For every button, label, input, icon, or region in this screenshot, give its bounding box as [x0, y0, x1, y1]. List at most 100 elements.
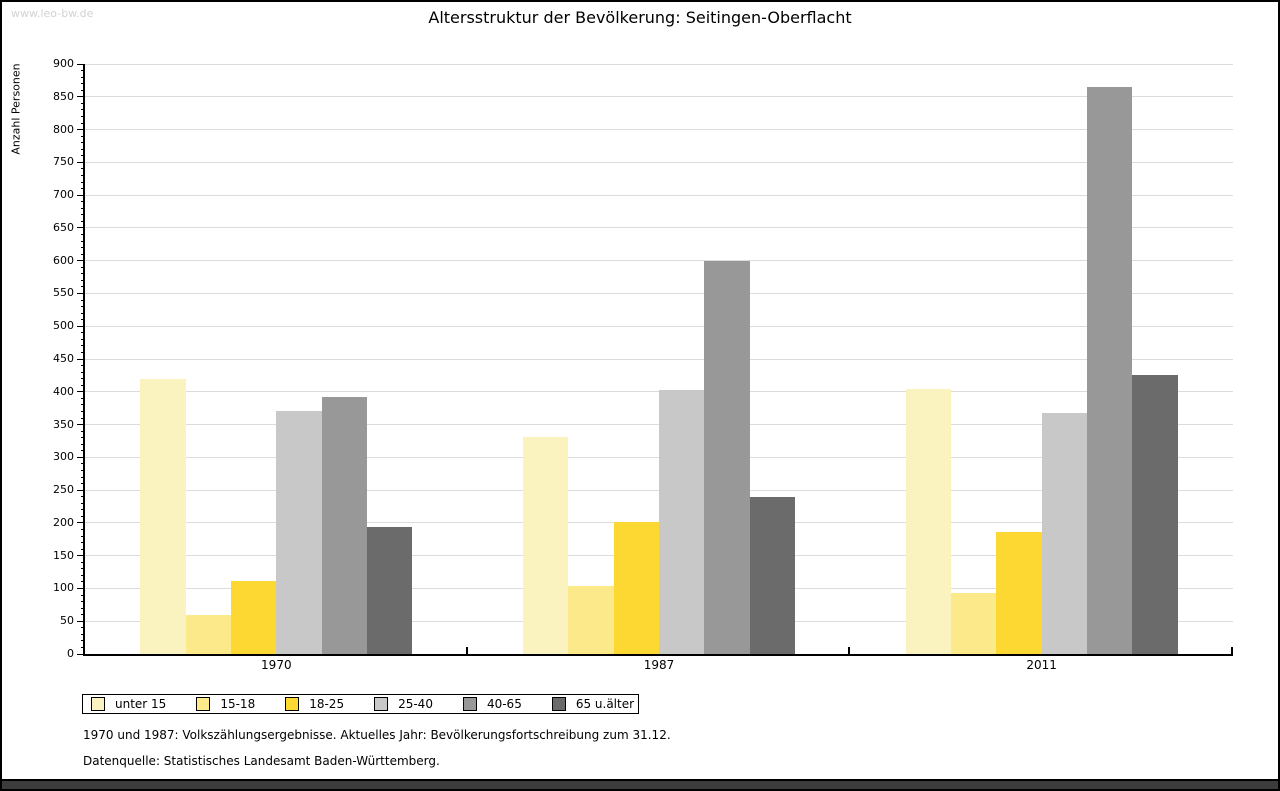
y-tick-label: 650 — [53, 220, 74, 234]
bar-25-40-1987 — [659, 390, 705, 654]
y-tick — [77, 129, 85, 131]
y-tick-label: 200 — [53, 515, 74, 529]
y-tick-label: 850 — [53, 89, 74, 103]
y-tick — [77, 424, 85, 426]
legend-swatch-18-25 — [285, 697, 300, 711]
gridline — [85, 260, 1233, 262]
y-tick-label: 150 — [53, 548, 74, 562]
legend-label: unter 15 — [115, 697, 167, 711]
y-tick-label: 50 — [60, 614, 74, 628]
y-tick-label: 700 — [53, 188, 74, 202]
y-tick-label: 350 — [53, 417, 74, 431]
bar-18-25-1987 — [613, 522, 659, 654]
bar-unter-15-2011 — [905, 388, 951, 654]
x-boundary-tick — [848, 647, 851, 654]
y-tick-label: 250 — [53, 483, 74, 497]
gridline — [85, 227, 1233, 229]
y-tick — [77, 161, 85, 163]
y-tick-label: 800 — [53, 122, 74, 136]
y-axis — [83, 64, 85, 656]
y-tick — [77, 587, 85, 589]
legend-label: 65 u.älter — [575, 697, 635, 711]
chart-title: Altersstruktur der Bevölkerung: Seitinge… — [428, 8, 852, 27]
y-tick-label: 750 — [53, 155, 74, 169]
x-axis — [83, 654, 1233, 656]
watermark-url: www.leo-bw.de — [11, 7, 94, 20]
gridline — [85, 358, 1233, 360]
bar-40-65-1987 — [704, 260, 750, 654]
gridline — [85, 96, 1233, 98]
x-category-label: 1987 — [643, 658, 675, 672]
legend: unter 15 15-18 18-25 25-40 40-65 65 u.älter — [82, 694, 639, 714]
legend-swatch-65-u-lter — [551, 697, 566, 711]
legend-swatch-15-18 — [196, 697, 211, 711]
y-tick — [77, 227, 85, 229]
x-boundary-tick — [465, 647, 468, 654]
legend-swatch-unter-15 — [91, 697, 105, 711]
y-tick — [77, 96, 85, 98]
legend-label: 25-40 — [398, 697, 433, 711]
legend-item-25-40: 25-40 — [374, 697, 433, 711]
y-tick-label: 0 — [67, 647, 74, 660]
bar-15-18-2011 — [951, 593, 997, 654]
bar-65-u-lter-2011 — [1132, 375, 1178, 654]
bar-unter-15-1970 — [140, 378, 186, 654]
legend-item-65-u-lter: 65 u.älter — [551, 697, 635, 711]
legend-label: 15-18 — [220, 697, 256, 711]
y-tick — [77, 63, 85, 65]
y-tick — [77, 653, 85, 655]
y-tick-label: 450 — [53, 352, 74, 365]
bottom-bar — [2, 779, 1278, 789]
y-tick — [77, 292, 85, 294]
y-tick — [77, 620, 85, 622]
y-tick — [77, 260, 85, 262]
bar-25-40-1970 — [276, 410, 322, 654]
bar-15-18-1970 — [185, 614, 231, 654]
y-tick — [77, 555, 85, 557]
y-tick — [77, 325, 85, 327]
x-boundary-tick — [1231, 647, 1233, 654]
y-tick — [77, 194, 85, 196]
bar-15-18-1987 — [568, 586, 614, 654]
bar-65-u-lter-1987 — [749, 497, 795, 654]
bar-unter-15-1987 — [523, 437, 569, 654]
legend-item-15-18: 15-18 — [196, 697, 255, 711]
bar-25-40-2011 — [1041, 412, 1087, 654]
legend-item-18-25: 18-25 — [285, 697, 344, 711]
legend-label: 18-25 — [309, 697, 345, 711]
x-category-label: 2011 — [1026, 658, 1057, 672]
gridline — [85, 161, 1233, 163]
y-tick-label: 600 — [53, 253, 74, 267]
y-tick — [77, 358, 85, 360]
legend-label: 40-65 — [486, 697, 522, 711]
legend-item-unter-15: unter 15 — [91, 697, 166, 711]
y-tick-label: 300 — [53, 450, 74, 464]
bar-40-65-1970 — [321, 397, 367, 654]
legend-item-40-65: 40-65 — [462, 697, 522, 711]
bar-18-25-1970 — [231, 580, 277, 654]
gridline — [85, 292, 1233, 294]
x-category-label: 1970 — [261, 658, 292, 672]
gridline — [85, 129, 1233, 131]
y-tick — [77, 391, 85, 393]
y-tick-label: 400 — [53, 384, 74, 398]
gridline — [85, 63, 1233, 65]
gridline — [85, 325, 1233, 327]
y-tick-label: 500 — [53, 319, 74, 333]
y-tick-label: 100 — [53, 581, 74, 595]
gridline — [85, 194, 1233, 196]
footnote-method: 1970 und 1987: Volkszählungsergebnisse. … — [83, 728, 671, 742]
footnote-source: Datenquelle: Statistisches Landesamt Bad… — [83, 754, 440, 768]
y-tick — [77, 489, 85, 491]
bar-40-65-2011 — [1086, 86, 1133, 654]
y-tick — [77, 456, 85, 458]
y-tick-label: 550 — [53, 286, 74, 300]
legend-swatch-40-65 — [462, 697, 477, 711]
bar-65-u-lter-1970 — [366, 527, 413, 654]
bar-18-25-2011 — [996, 532, 1042, 654]
y-tick-label: 900 — [53, 57, 74, 70]
y-tick — [77, 522, 85, 524]
legend-swatch-25-40 — [374, 697, 389, 711]
